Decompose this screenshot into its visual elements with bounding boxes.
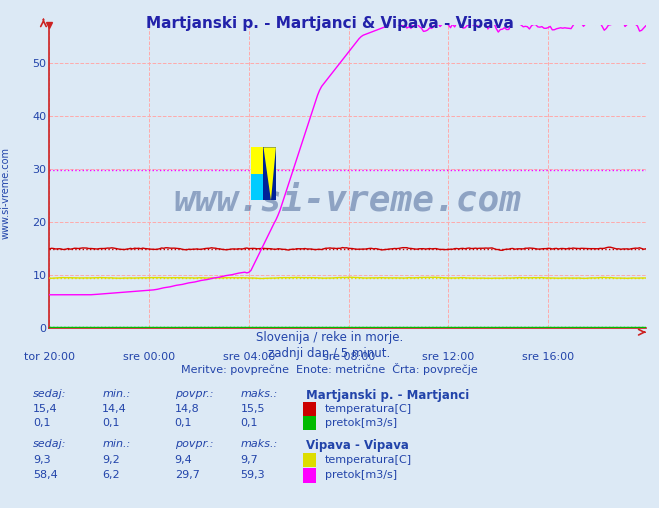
Text: povpr.:: povpr.:	[175, 439, 213, 450]
Text: www.si-vreme.com: www.si-vreme.com	[173, 184, 522, 218]
Text: 0,1: 0,1	[241, 418, 258, 428]
Bar	[251, 174, 264, 200]
Text: 9,7: 9,7	[241, 455, 258, 465]
Text: 0,1: 0,1	[102, 418, 120, 428]
Text: zadnji dan / 5 minut.: zadnji dan / 5 minut.	[268, 347, 391, 361]
Polygon shape	[264, 147, 276, 200]
Text: 0,1: 0,1	[33, 418, 51, 428]
Text: sre 12:00: sre 12:00	[422, 352, 474, 362]
Text: sedaj:: sedaj:	[33, 389, 67, 399]
Text: Martjanski p. - Martjanci: Martjanski p. - Martjanci	[306, 389, 470, 402]
Text: tor 20:00: tor 20:00	[24, 352, 75, 362]
Text: 9,2: 9,2	[102, 455, 120, 465]
Text: sre 08:00: sre 08:00	[322, 352, 375, 362]
Text: 0,1: 0,1	[175, 418, 192, 428]
Text: 59,3: 59,3	[241, 470, 265, 480]
Text: Meritve: povprečne  Enote: metrične  Črta: povprečje: Meritve: povprečne Enote: metrične Črta:…	[181, 363, 478, 375]
Text: 15,4: 15,4	[33, 404, 57, 414]
Text: temperatura[C]: temperatura[C]	[325, 455, 412, 465]
Text: min.:: min.:	[102, 389, 130, 399]
Text: sre 16:00: sre 16:00	[522, 352, 574, 362]
Text: www.si-vreme.com: www.si-vreme.com	[0, 147, 11, 239]
Text: sedaj:: sedaj:	[33, 439, 67, 450]
Text: 9,4: 9,4	[175, 455, 192, 465]
Text: pretok[m3/s]: pretok[m3/s]	[325, 470, 397, 480]
Text: 29,7: 29,7	[175, 470, 200, 480]
Text: sre 00:00: sre 00:00	[123, 352, 175, 362]
Text: maks.:: maks.:	[241, 439, 278, 450]
Text: Slovenija / reke in morje.: Slovenija / reke in morje.	[256, 331, 403, 344]
Bar	[251, 147, 264, 174]
Text: Vipava - Vipava: Vipava - Vipava	[306, 439, 409, 453]
Text: 15,5: 15,5	[241, 404, 265, 414]
Text: sre 04:00: sre 04:00	[223, 352, 275, 362]
Text: min.:: min.:	[102, 439, 130, 450]
Text: 58,4: 58,4	[33, 470, 58, 480]
Text: 14,4: 14,4	[102, 404, 127, 414]
Text: maks.:: maks.:	[241, 389, 278, 399]
Text: Martjanski p. - Martjanci & Vipava - Vipava: Martjanski p. - Martjanci & Vipava - Vip…	[146, 16, 513, 31]
Text: pretok[m3/s]: pretok[m3/s]	[325, 418, 397, 428]
Text: 6,2: 6,2	[102, 470, 120, 480]
Text: temperatura[C]: temperatura[C]	[325, 404, 412, 414]
Text: povpr.:: povpr.:	[175, 389, 213, 399]
Bar	[264, 147, 276, 200]
Text: 14,8: 14,8	[175, 404, 200, 414]
Text: 9,3: 9,3	[33, 455, 51, 465]
